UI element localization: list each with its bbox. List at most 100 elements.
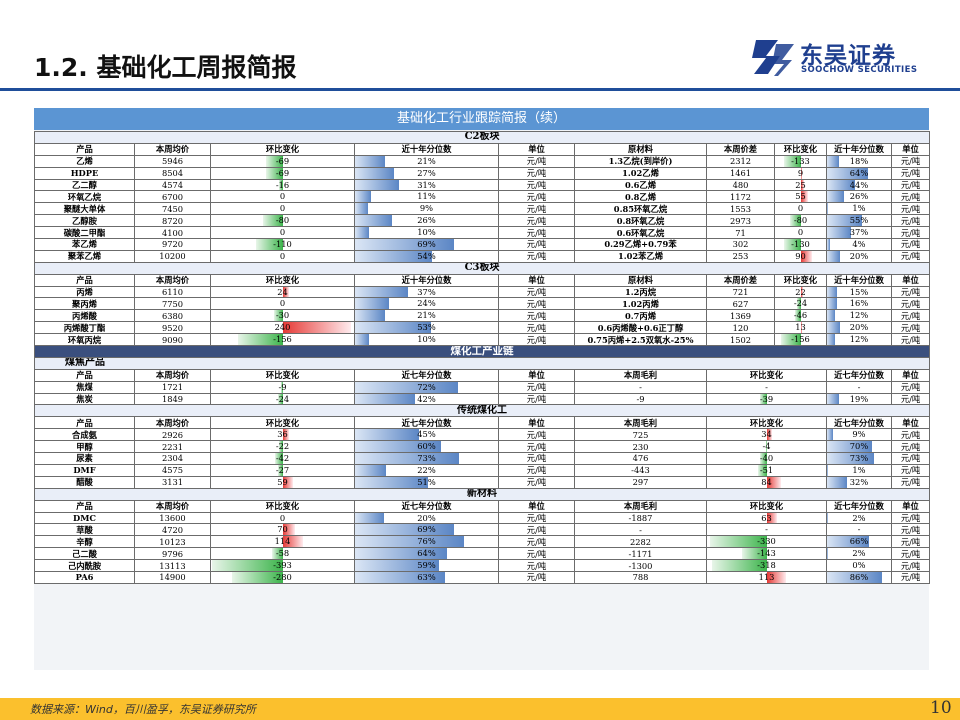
change-value: -130 [791,239,810,250]
percentile-value: 37% [417,286,436,297]
percentile-bar [827,334,835,345]
change-bar-cell: 59 [210,475,355,489]
change-value: -27 [275,464,290,475]
change-value: -280 [273,571,292,582]
spread-value: 2312 [706,154,775,168]
change-value: - [765,381,768,392]
table-row: HDPE 8504 -69 27% 元/吨 1.02乙烯 1461 9 64% 元/吨 [34,166,931,180]
column-header: 本周均价 [134,273,211,287]
percentile-value: 69% [417,524,436,535]
percentile-bar [827,441,872,452]
logo-english-name: SOOCHOW SECURITIES [801,65,918,75]
change-bar-cell: 84 [706,475,827,489]
change-bar-cell: 113 [706,570,827,584]
percentile-bar [827,322,840,333]
table-row: PA6 14900 -280 63% 元/吨 788 113 86% 元/吨 [34,570,931,584]
change-value: -58 [275,548,290,559]
unit-value: 元/吨 [498,178,575,192]
increase-bar [800,251,812,262]
change-value: -156 [791,334,810,345]
change-value: -69 [275,167,290,178]
unit-value: 元/吨 [890,190,931,204]
percentile-bar-cell: 37% [826,226,892,240]
change-bar-cell: 24 [210,285,355,299]
raw-material: 0.8乙烯 [574,190,707,204]
percentile-bar [355,334,370,345]
header-row: 产品 本周均价 环比变化 近十年分位数 单位 原材料 本周价差 环比变化 近十年分位数 单位 [34,273,931,287]
unit-value: 元/吨 [890,285,931,299]
unit-value: 元/吨 [498,535,575,549]
percentile-value: 72% [417,381,436,392]
percentile-bar-cell: 2% [826,547,892,561]
percentile-bar [355,477,428,488]
price-value: 1849 [134,392,211,406]
increase-bar [766,512,778,523]
spread-value: 1369 [706,309,775,323]
percentile-value: 45% [417,429,436,440]
column-header: 近十年分位数 [354,142,499,156]
unit-value: 元/吨 [890,511,931,525]
table-row: 乙烯 5946 -69 21% 元/吨 1.3乙烷(到岸价) 2312 -133 18% 元/吨 [34,154,931,168]
table-banner: 基础化工行业跟踪简报（续） [34,108,929,130]
change-value: 24 [277,286,288,297]
spread-value: 253 [706,249,775,263]
section-row: C3板块 [33,261,931,275]
percentile-bar [827,453,874,464]
column-header: 单位 [498,273,575,287]
decrease-bar [780,334,801,345]
percentile-value: 70% [849,441,869,452]
product-name: 丙烯 [34,285,135,299]
percentile-bar [355,441,441,452]
unit-value: 元/吨 [498,392,575,406]
percentile-bar [355,453,460,464]
chain-title: 煤化工产业链 [33,345,931,358]
change-value: 0 [279,203,286,214]
percentile-bar [827,298,838,309]
percentile-value: 1% [852,203,866,214]
percentile-bar [355,251,433,262]
change-bar-cell: 9 [774,166,827,180]
raw-material: 0.29乙烯+0.79苯 [574,238,707,251]
spread-value: 302 [706,238,775,251]
change-bar-cell: -318 [706,559,827,572]
percentile-bar [355,239,454,250]
change-bar-cell: -58 [210,547,355,561]
decrease-bar [783,239,801,250]
unit-value: 元/吨 [498,452,575,465]
price-value: 10123 [134,535,211,549]
section-title: C2板块 [33,131,931,144]
increase-bar [766,572,786,583]
column-header: 产品 [34,273,135,287]
change-value: -30 [275,310,290,321]
percentile-value: 53% [417,322,436,333]
section-row: 新材料 [33,487,931,501]
raw-material: 1.2丙烷 [574,285,707,299]
percentile-bar-cell: 19% [826,392,892,406]
percentile-bar-cell: 27% [354,166,499,180]
column-header: 环比变化 [774,142,827,156]
column-header: 环比变化 [210,142,355,156]
percentile-bar-cell: 20% [826,249,892,263]
column-header: 单位 [498,416,575,430]
percentile-bar [827,156,839,167]
percentile-value: 21% [417,310,436,321]
decrease-bar [278,180,283,190]
unit-value: 元/吨 [890,333,931,347]
column-header: 环比变化 [210,416,355,430]
unit-value: 元/吨 [890,570,931,584]
change-bar-cell: -4 [706,440,827,454]
unit-value: 元/吨 [890,297,931,311]
unit-value: 元/吨 [498,154,575,168]
spread-value: 1172 [706,190,775,204]
unit-value: 元/吨 [498,166,575,180]
table-row: 乙醇胺 8720 -80 26% 元/吨 0.8环氧乙烷 2973 -80 55% 元/吨 [34,214,931,228]
unit-value: 元/吨 [890,535,931,549]
column-header: 本周毛利 [574,368,707,382]
decrease-bar [278,441,283,452]
column-header: 环比变化 [706,368,827,382]
table-row: 丙烯酸丁酯 9520 240 53% 元/吨 0.6丙烯酸+0.6正丁醇 120 13 20% 元… [34,321,931,335]
column-header: 原材料 [574,273,707,287]
change-bar-cell: -80 [210,214,355,228]
change-value: 240 [274,322,291,333]
spread-value: 2973 [706,214,775,228]
